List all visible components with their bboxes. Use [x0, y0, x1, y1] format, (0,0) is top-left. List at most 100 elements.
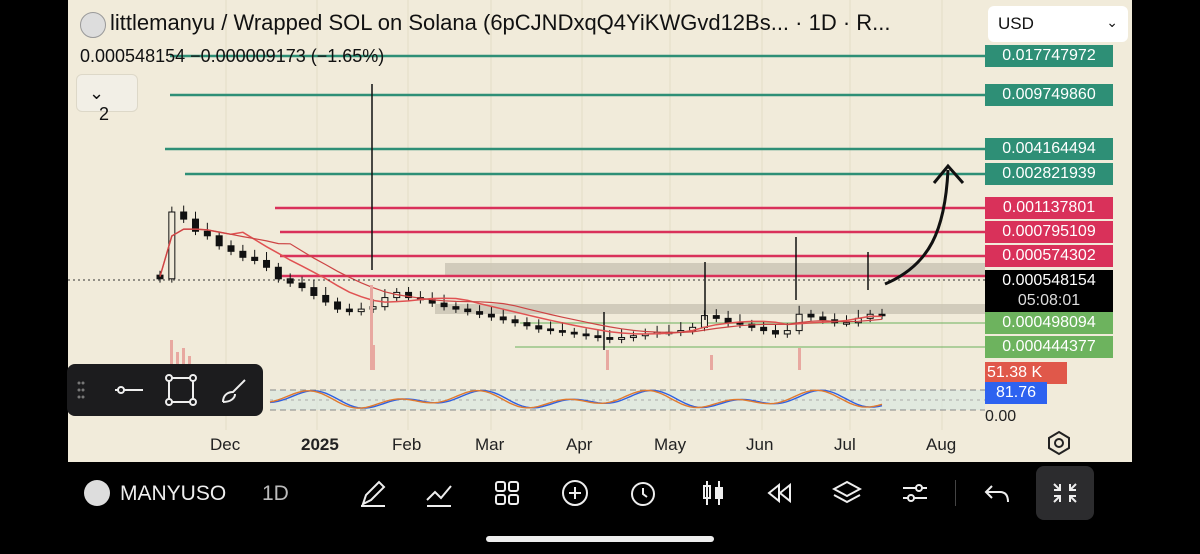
x-tick-label: 2025	[301, 435, 339, 454]
candle-body	[215, 235, 223, 247]
volume-bar	[372, 345, 375, 370]
stoch-min-label: 0.00	[985, 408, 1017, 425]
symbol-button[interactable]: MANYUSO	[120, 482, 227, 505]
level-tag: 0.017747972	[985, 45, 1113, 67]
candle-body	[476, 311, 484, 315]
candle-body	[618, 337, 626, 340]
chevron-down-icon: ⌄	[89, 83, 105, 103]
x-tick-label: Feb	[392, 435, 422, 454]
candle-body	[452, 306, 460, 310]
candle-body	[760, 326, 768, 332]
x-tick-label: Jun	[746, 435, 774, 454]
currency-select[interactable]: USD ⌄	[988, 6, 1128, 42]
volume-bar	[188, 356, 191, 370]
exit-fullscreen-button[interactable]	[1036, 466, 1094, 520]
candle-body	[263, 259, 271, 268]
candle-body	[878, 313, 886, 317]
volume-bar	[606, 350, 609, 370]
grid-layout-icon[interactable]	[492, 478, 522, 508]
level-tag: 0.000498094	[985, 312, 1113, 334]
interval-button[interactable]: 1D	[262, 482, 289, 505]
rectangle-tool-icon[interactable]	[163, 372, 199, 408]
chart-settings-icon[interactable]	[1046, 430, 1072, 456]
candle-body	[807, 313, 815, 318]
volume-tag: 51.38 K	[985, 362, 1067, 384]
level-tag: 0.004164494	[985, 138, 1113, 160]
collapse-icon	[1053, 483, 1077, 503]
candle-body	[192, 218, 200, 232]
candle-body	[547, 328, 555, 332]
settings-sliders-icon[interactable]	[900, 478, 930, 508]
candle-body	[724, 317, 732, 324]
symbol-avatar-small[interactable]	[84, 480, 110, 506]
candle-body	[464, 308, 472, 313]
stoch-value-tag: 81.76	[985, 382, 1047, 404]
chevron-down-icon: ⌄	[1106, 14, 1118, 30]
moving-average-line	[159, 228, 883, 335]
volume-bar	[176, 352, 179, 370]
chart-title[interactable]: littlemanyu / Wrapped SOL on Solana (6pC…	[110, 10, 891, 35]
candle-body	[251, 256, 259, 261]
x-tick-label: Mar	[475, 435, 505, 454]
candle-body	[558, 330, 566, 333]
projection-arrow	[884, 169, 950, 286]
bottom-toolbar	[68, 462, 1132, 524]
indicators-toggle-button[interactable]: ⌄ 2	[76, 74, 138, 124]
candle-body	[322, 294, 330, 303]
drawing-toolbar[interactable]	[67, 364, 263, 416]
home-indicator	[486, 536, 714, 542]
candle-body	[203, 230, 211, 237]
volume-bar	[710, 355, 713, 370]
candle-body	[771, 330, 779, 335]
replay-icon[interactable]	[764, 478, 794, 508]
ohlc-readout: 0.000548154 −0.000009173 (−1.65%)	[80, 46, 385, 66]
pencil-icon[interactable]	[358, 478, 388, 508]
level-tag: 0.009749860	[985, 84, 1113, 106]
volume-bar	[170, 340, 173, 370]
candle-body	[629, 335, 637, 339]
layers-icon[interactable]	[831, 478, 863, 508]
add-icon[interactable]	[560, 478, 590, 508]
candle-body	[511, 319, 519, 324]
level-tag: 0.002821939	[985, 163, 1113, 185]
candle-body	[606, 337, 614, 340]
candle-body	[842, 322, 850, 325]
candle-body	[499, 316, 507, 321]
last-price-tag: 0.000548154	[985, 270, 1113, 292]
candle-body	[227, 245, 235, 252]
x-tick-label: Apr	[566, 435, 593, 454]
undo-icon[interactable]	[982, 478, 1012, 508]
volume-bar	[798, 348, 801, 370]
candle-body	[239, 250, 247, 258]
candle-body	[357, 308, 365, 313]
x-tick-label: Aug	[926, 435, 957, 454]
candle-body	[310, 287, 318, 296]
level-tag: 0.000574302	[985, 245, 1113, 267]
candle-body	[440, 302, 448, 308]
alarm-icon[interactable]	[628, 478, 658, 508]
x-tick-label: Dec	[210, 435, 241, 454]
brush-tool-icon[interactable]	[217, 372, 253, 408]
candle-body	[345, 308, 353, 313]
candle-body	[523, 322, 531, 327]
indicators-count: 2	[99, 104, 110, 124]
drag-handle-icon[interactable]	[77, 380, 85, 400]
candle-body	[274, 266, 282, 280]
divider	[955, 480, 956, 506]
indicators-icon[interactable]	[424, 478, 454, 508]
x-tick-label: Jul	[834, 435, 856, 454]
candle-body	[487, 313, 495, 318]
currency-value: USD	[998, 14, 1034, 33]
candle-body	[334, 301, 342, 310]
level-tag: 0.001137801	[985, 197, 1113, 219]
candle-body	[286, 278, 294, 284]
moving-average-line	[159, 228, 883, 333]
candles-icon[interactable]	[698, 478, 728, 508]
level-tag: 0.000444377	[985, 336, 1113, 358]
candle-body	[405, 291, 413, 299]
line-tool-icon[interactable]	[111, 372, 147, 408]
candle-body	[180, 211, 188, 220]
countdown-tag: 05:08:01	[985, 290, 1113, 312]
candle-body	[570, 331, 578, 335]
candle-body	[819, 316, 827, 321]
